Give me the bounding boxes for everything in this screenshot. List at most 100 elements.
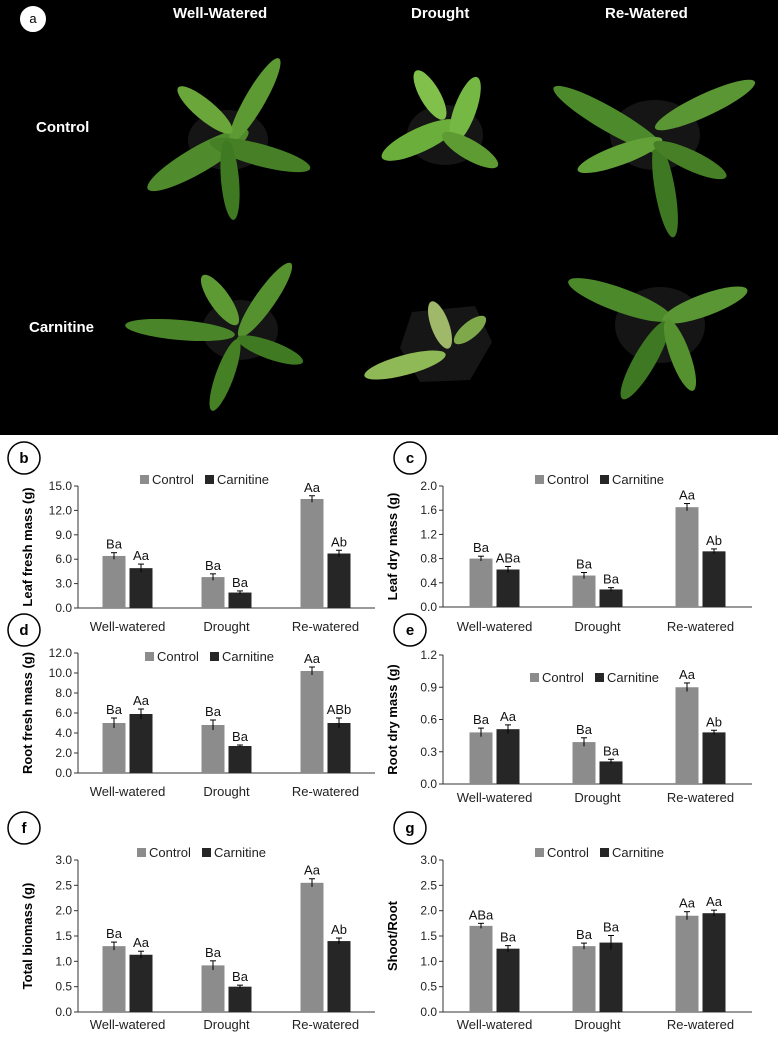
bar-control-drought: [201, 725, 225, 773]
y-tick-label: 1.6: [420, 503, 437, 517]
bar-control-re-watered: [300, 499, 324, 608]
data-label: Aa: [133, 935, 150, 950]
data-label: Ba: [603, 919, 620, 934]
y-axis-label: Leaf fresh mass (g): [20, 487, 35, 606]
data-label: Ba: [205, 558, 222, 573]
bar-carnitine-drought: [599, 761, 623, 784]
plant-control-re-watered: [553, 79, 756, 238]
y-tick-label: 0.0: [55, 766, 72, 780]
bar-carnitine-drought: [228, 746, 252, 773]
legend-swatch-carnitine: [600, 475, 609, 484]
data-label: ABb: [327, 702, 352, 717]
bar-control-re-watered: [300, 671, 324, 773]
data-label: Aa: [304, 480, 321, 495]
legend-label-carnitine: Carnitine: [214, 845, 266, 860]
x-category-label: Drought: [574, 619, 621, 634]
data-label: Aa: [679, 896, 696, 911]
y-axis-label: Root dry mass (g): [385, 664, 400, 775]
data-label: ABa: [496, 550, 521, 565]
bar-carnitine-well-watered: [129, 568, 153, 608]
panel-letter-circle: [393, 811, 427, 845]
plant-control-drought: [381, 70, 499, 169]
data-label: Aa: [500, 709, 517, 724]
y-tick-label: 0.9: [420, 680, 437, 694]
x-category-label: Drought: [203, 784, 250, 799]
bar-carnitine-re-watered: [327, 553, 351, 608]
data-label: Ba: [603, 572, 620, 587]
data-label: Ba: [576, 722, 593, 737]
x-category-label: Re-watered: [292, 784, 359, 799]
data-label: Ba: [205, 704, 222, 719]
bar-carnitine-well-watered: [496, 948, 520, 1012]
bar-control-re-watered: [300, 882, 324, 1012]
column-label-drought: Drought: [411, 5, 470, 22]
bar-control-well-watered: [469, 732, 493, 784]
bar-carnitine-drought: [228, 592, 252, 608]
y-tick-label: 9.0: [55, 528, 72, 542]
bar-control-well-watered: [469, 925, 493, 1012]
data-label: Ba: [576, 557, 593, 572]
legend-swatch-control: [137, 848, 146, 857]
data-label: Ba: [576, 927, 593, 942]
bar-control-well-watered: [469, 558, 493, 607]
data-label: Ba: [473, 540, 490, 555]
bar-control-drought: [201, 965, 225, 1012]
legend-swatch-control: [140, 475, 149, 484]
y-tick-label: 10.0: [49, 666, 73, 680]
x-category-label: Well-watered: [90, 619, 166, 634]
data-label: Ba: [232, 575, 249, 590]
y-tick-label: 1.5: [420, 929, 437, 943]
panel-letter: d: [19, 622, 28, 639]
panel-letter: f: [22, 820, 28, 837]
legend-label-control: Control: [149, 845, 191, 860]
y-axis-label: Shoot/Root: [385, 900, 400, 971]
bar-control-well-watered: [102, 555, 126, 608]
data-label: Ab: [706, 533, 722, 548]
data-label: Aa: [679, 667, 696, 682]
bar-carnitine-well-watered: [129, 954, 153, 1012]
y-tick-label: 3.0: [55, 577, 72, 591]
data-label: Ba: [232, 969, 249, 984]
y-tick-label: 0.0: [420, 1005, 437, 1019]
y-tick-label: 12.0: [49, 646, 73, 660]
y-tick-label: 1.2: [420, 648, 437, 662]
y-axis-label: Root fresh mass (g): [20, 652, 35, 774]
x-category-label: Re-watered: [292, 619, 359, 634]
y-tick-label: 3.0: [55, 853, 72, 867]
x-category-label: Well-watered: [457, 1017, 533, 1032]
y-tick-label: 3.0: [420, 853, 437, 867]
bar-carnitine-well-watered: [496, 729, 520, 784]
x-category-label: Re-watered: [292, 1017, 359, 1032]
x-category-label: Well-watered: [457, 790, 533, 805]
legend-swatch-carnitine: [210, 652, 219, 661]
bar-carnitine-re-watered: [327, 723, 351, 773]
bar-carnitine-re-watered: [702, 732, 726, 784]
legend-label-carnitine: Carnitine: [222, 649, 274, 664]
legend-swatch-carnitine: [600, 848, 609, 857]
row-label-carnitine: Carnitine: [29, 319, 95, 336]
chart-b: b 0.0 3.0 6.0 9.0 12.0 15.0 Leaf fresh mass (g)…: [7, 441, 375, 634]
y-tick-label: 1.0: [55, 954, 72, 968]
bar-carnitine-drought: [599, 942, 623, 1012]
x-category-label: Drought: [574, 790, 621, 805]
data-label: Ba: [603, 743, 620, 758]
y-tick-label: 0.6: [420, 713, 437, 727]
y-tick-label: 1.2: [420, 527, 437, 541]
data-label: Ba: [106, 702, 123, 717]
bar-control-drought: [201, 577, 225, 608]
panel-letter-a: a: [20, 6, 46, 32]
legend-label-carnitine: Carnitine: [217, 472, 269, 487]
y-tick-label: 2.0: [55, 904, 72, 918]
y-tick-label: 0.4: [420, 576, 437, 590]
legend-label-control: Control: [547, 472, 589, 487]
data-label: Ba: [106, 926, 123, 941]
panel-letter-circle: [7, 811, 41, 845]
plant-carnitine-re-watered: [568, 278, 748, 400]
chart-g: g 0.0 0.5 1.0 1.5 2.0 2.5 3.0 Shoot/Root Well-wat…: [385, 811, 752, 1032]
bar-carnitine-well-watered: [496, 569, 520, 607]
legend-label-control: Control: [547, 845, 589, 860]
bar-carnitine-re-watered: [327, 941, 351, 1012]
bar-control-re-watered: [675, 507, 699, 607]
bar-control-well-watered: [102, 723, 126, 773]
